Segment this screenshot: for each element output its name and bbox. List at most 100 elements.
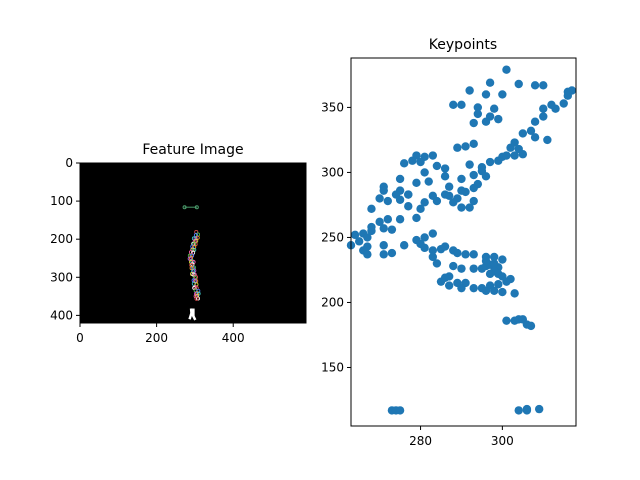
keypoint: [485, 157, 495, 167]
keypoint: [469, 139, 478, 149]
keypoint: [494, 156, 503, 165]
keypoint: [395, 215, 405, 224]
y-tick-label: 350: [321, 100, 344, 114]
keypoint: [408, 156, 417, 165]
keypoint: [383, 215, 393, 224]
keypoint: [432, 196, 442, 206]
keypoint: [395, 174, 405, 184]
keypoints-panel: Keypoints 280 300 150 200 250 300 350: [321, 37, 577, 448]
keypoint: [473, 103, 483, 112]
keypoint: [510, 289, 519, 298]
feature-overlay: [182, 205, 201, 321]
keypoint: [502, 316, 511, 325]
keypoint: [502, 151, 511, 160]
keypoint: [379, 224, 388, 233]
keypoint: [465, 86, 474, 95]
feature-circle: [191, 272, 196, 277]
keypoint: [444, 182, 454, 191]
keypoint: [465, 203, 474, 212]
keypoint: [375, 217, 384, 227]
keypoint: [387, 248, 397, 258]
keypoint: [375, 194, 384, 203]
keypoint: [469, 264, 478, 273]
y-tick-label: 0: [65, 156, 73, 170]
keypoint: [498, 287, 507, 297]
keypoint: [563, 91, 573, 100]
keypoint: [420, 198, 429, 207]
keypoint: [428, 151, 438, 160]
keypoint: [428, 252, 438, 262]
keypoint: [404, 190, 413, 199]
keypoint: [424, 177, 433, 186]
keypoint: [514, 406, 523, 415]
keypoint: [526, 321, 536, 331]
keypoint: [559, 99, 568, 108]
keypoint: [465, 160, 474, 169]
keypoint: [457, 100, 466, 110]
keypoint: [481, 252, 491, 262]
keypoint: [354, 237, 364, 246]
keypoint: [518, 150, 528, 159]
keypoint: [363, 233, 372, 242]
keypoint: [526, 126, 536, 136]
y-tick-label: 400: [50, 308, 73, 322]
segment-endpoint: [194, 205, 199, 210]
keypoint: [530, 133, 540, 142]
keypoint: [420, 168, 429, 177]
feature-circle: [189, 266, 194, 271]
y-tick-label: 150: [321, 360, 344, 374]
keypoint: [481, 286, 491, 295]
keypoint: [494, 114, 503, 124]
keypoint: [412, 178, 421, 188]
y-tick-label: 100: [50, 194, 73, 208]
keypoint: [547, 100, 556, 110]
keypoint: [449, 261, 458, 271]
keypoint: [412, 213, 421, 223]
keypoint: [489, 104, 499, 113]
keypoint: [469, 118, 478, 128]
keypoint: [539, 112, 548, 121]
keypoint: [379, 250, 388, 259]
keypoint: [514, 79, 523, 89]
keypoint: [444, 281, 454, 290]
y-tick-label: 250: [321, 230, 344, 244]
keypoint: [498, 90, 507, 99]
keypoint: [379, 241, 388, 250]
keypoint: [457, 203, 466, 212]
x-tick-label: 300: [491, 434, 514, 448]
x-tick-label: 280: [409, 434, 432, 448]
keypoint: [440, 164, 450, 173]
keypoint: [363, 250, 372, 259]
keypoint: [498, 255, 507, 264]
keypoint: [432, 259, 442, 268]
feature-image-y-ticks: 0 100 200 300 400: [50, 156, 80, 322]
keypoint: [350, 230, 360, 240]
keypoint: [489, 252, 499, 262]
keypoint: [383, 196, 393, 206]
keypoint: [449, 198, 458, 207]
keypoint: [367, 204, 376, 214]
keypoint: [481, 90, 491, 99]
keypoint: [457, 186, 466, 195]
keypoint: [522, 406, 532, 415]
keypoint: [387, 225, 397, 234]
keypoint: [473, 109, 483, 119]
keypoint: [440, 190, 450, 199]
keypoint: [399, 241, 409, 250]
y-tick-label: 200: [50, 232, 73, 246]
keypoint: [481, 172, 491, 181]
keypoint: [395, 195, 405, 204]
y-tick-label: 300: [50, 270, 73, 284]
keypoints-scatter: [346, 65, 577, 415]
feature-image-frame: [79, 162, 307, 324]
keypoint: [457, 174, 466, 184]
keypoint: [534, 404, 544, 414]
keypoint: [489, 286, 499, 295]
keypoint: [469, 170, 478, 180]
keypoint: [444, 272, 454, 281]
keypoint: [510, 151, 519, 160]
keypoint: [440, 242, 450, 251]
keypoint: [469, 250, 478, 259]
keypoint: [502, 277, 511, 286]
